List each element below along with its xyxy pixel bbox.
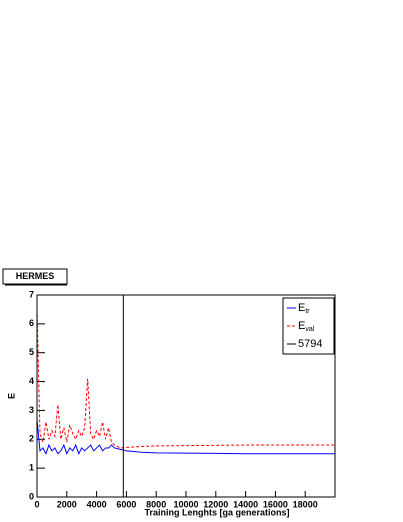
x-tick-label: 6000 xyxy=(116,499,136,509)
legend-subscript: tr xyxy=(305,308,310,315)
series-line xyxy=(36,419,335,455)
legend-label: Eval xyxy=(298,320,315,333)
x-tick-label: 2000 xyxy=(57,499,77,509)
plot-frame xyxy=(36,294,336,498)
legend-box xyxy=(282,297,335,355)
x-axis-label: Training Lenghts [ga generations] xyxy=(144,507,289,517)
chart-title: HERMES xyxy=(16,271,55,281)
x-tick-label: 18000 xyxy=(293,499,318,509)
y-tick-label: 1 xyxy=(29,463,34,473)
legend-name: E xyxy=(298,302,305,314)
legend-label: Etr xyxy=(298,302,310,315)
y-tick-label: 4 xyxy=(29,376,34,386)
x-tick-label: 12000 xyxy=(203,499,228,509)
x-tick-label: 14000 xyxy=(233,499,258,509)
legend-name: E xyxy=(298,320,305,332)
x-tick-label: 10000 xyxy=(173,499,198,509)
y-axis-label: E xyxy=(6,393,16,399)
y-tick-label: 5 xyxy=(29,347,34,357)
legend-subscript: val xyxy=(305,326,314,333)
y-tick-label: 3 xyxy=(29,405,34,415)
x-tick-label: 8000 xyxy=(146,499,166,509)
y-tick-label: 6 xyxy=(29,318,34,328)
x-tick-label: 16000 xyxy=(263,499,288,509)
y-tick-label: 7 xyxy=(29,289,34,299)
legend-label: 5794 xyxy=(298,338,322,350)
series-line xyxy=(36,309,335,449)
x-tick-label: 4000 xyxy=(87,499,107,509)
x-tick-label: 0 xyxy=(34,499,39,509)
y-tick-label: 2 xyxy=(29,434,34,444)
y-tick-label: 0 xyxy=(29,491,34,501)
